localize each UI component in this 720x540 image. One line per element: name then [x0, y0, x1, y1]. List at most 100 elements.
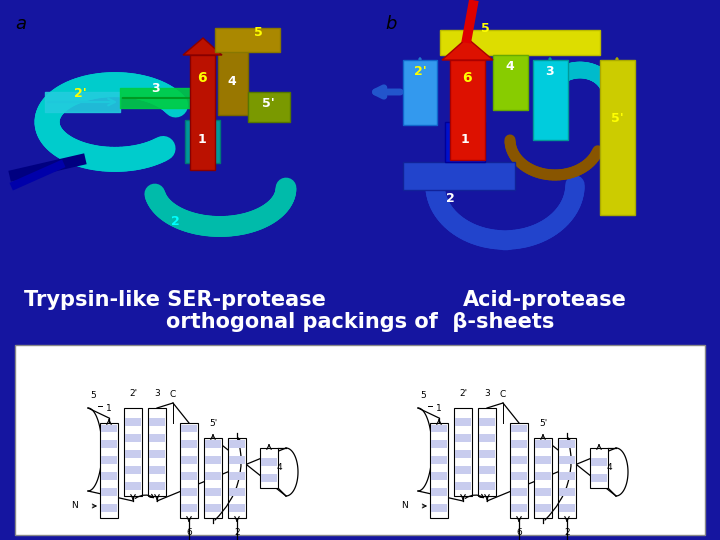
Bar	[431, 504, 447, 512]
Polygon shape	[248, 92, 290, 122]
Text: b: b	[385, 15, 397, 33]
Bar	[125, 482, 141, 490]
Bar	[205, 488, 221, 496]
Bar	[431, 440, 447, 448]
Text: 2': 2'	[459, 389, 467, 398]
Bar	[229, 488, 245, 496]
Text: a: a	[15, 15, 26, 33]
Bar	[181, 440, 197, 448]
Polygon shape	[403, 60, 437, 125]
Polygon shape	[600, 60, 635, 215]
Bar	[535, 472, 551, 480]
Text: 3: 3	[150, 82, 159, 95]
Bar	[228, 438, 246, 518]
Polygon shape	[533, 60, 568, 140]
Bar	[455, 418, 471, 426]
Bar	[101, 504, 117, 512]
Bar	[125, 418, 141, 426]
Polygon shape	[442, 38, 493, 60]
Bar	[454, 408, 472, 496]
Text: 2: 2	[446, 192, 454, 205]
Bar	[101, 488, 117, 496]
Text: N: N	[401, 502, 408, 510]
Bar	[534, 438, 552, 518]
Text: 6: 6	[516, 528, 522, 537]
Polygon shape	[183, 38, 222, 55]
Text: 1: 1	[197, 133, 207, 146]
Bar	[479, 418, 495, 426]
Text: C: C	[500, 390, 506, 399]
Text: 3: 3	[546, 65, 554, 78]
Bar	[181, 425, 197, 432]
Bar	[455, 434, 471, 442]
Bar	[559, 488, 575, 496]
Bar	[511, 456, 527, 464]
Bar	[510, 423, 528, 518]
Bar	[559, 440, 575, 448]
Bar	[149, 450, 165, 458]
Text: 1: 1	[106, 404, 112, 413]
Bar	[261, 474, 277, 482]
Text: N: N	[71, 502, 78, 510]
Polygon shape	[445, 122, 485, 162]
Bar	[559, 456, 575, 464]
Bar	[535, 504, 551, 512]
Text: C: C	[170, 390, 176, 399]
Text: 2': 2'	[413, 65, 426, 78]
Bar	[229, 504, 245, 512]
Bar	[478, 408, 496, 496]
Text: 5: 5	[481, 22, 490, 35]
Text: 1: 1	[461, 133, 469, 146]
Bar	[229, 456, 245, 464]
Bar	[431, 456, 447, 464]
Bar	[511, 472, 527, 480]
Bar	[101, 425, 117, 432]
Bar	[148, 408, 166, 496]
Polygon shape	[190, 55, 215, 170]
Text: Trypsin-like SER-protease: Trypsin-like SER-protease	[24, 290, 326, 310]
Text: 5': 5'	[261, 97, 274, 110]
Text: 5: 5	[90, 391, 96, 400]
Bar	[181, 504, 197, 512]
Bar	[125, 450, 141, 458]
Bar	[101, 456, 117, 464]
Polygon shape	[215, 28, 280, 52]
Bar	[559, 472, 575, 480]
Text: Acid-protease: Acid-protease	[463, 290, 627, 310]
Text: 5': 5'	[611, 112, 624, 125]
Text: 6: 6	[197, 71, 207, 85]
Bar	[479, 466, 495, 474]
Bar	[431, 488, 447, 496]
Text: 4: 4	[505, 60, 514, 73]
Text: 5: 5	[420, 391, 426, 400]
Bar	[511, 488, 527, 496]
Bar	[260, 448, 278, 488]
Text: 6: 6	[462, 71, 472, 85]
Bar	[181, 488, 197, 496]
Polygon shape	[493, 55, 528, 110]
Bar	[125, 434, 141, 442]
Text: 4: 4	[277, 463, 283, 472]
Bar	[149, 434, 165, 442]
Bar	[205, 456, 221, 464]
Bar	[479, 450, 495, 458]
Bar	[479, 434, 495, 442]
Bar	[229, 472, 245, 480]
Bar	[431, 425, 447, 432]
Bar	[101, 472, 117, 480]
Text: 1: 1	[436, 404, 442, 413]
Polygon shape	[185, 120, 220, 163]
Bar	[559, 504, 575, 512]
Text: 4: 4	[228, 75, 236, 88]
Bar	[149, 418, 165, 426]
Text: 5': 5'	[539, 419, 547, 428]
Bar	[149, 482, 165, 490]
Bar	[181, 472, 197, 480]
Bar	[455, 482, 471, 490]
Bar	[535, 456, 551, 464]
Bar	[101, 440, 117, 448]
Bar	[205, 440, 221, 448]
Bar	[205, 504, 221, 512]
Text: 2': 2'	[73, 87, 86, 100]
Bar	[204, 438, 222, 518]
